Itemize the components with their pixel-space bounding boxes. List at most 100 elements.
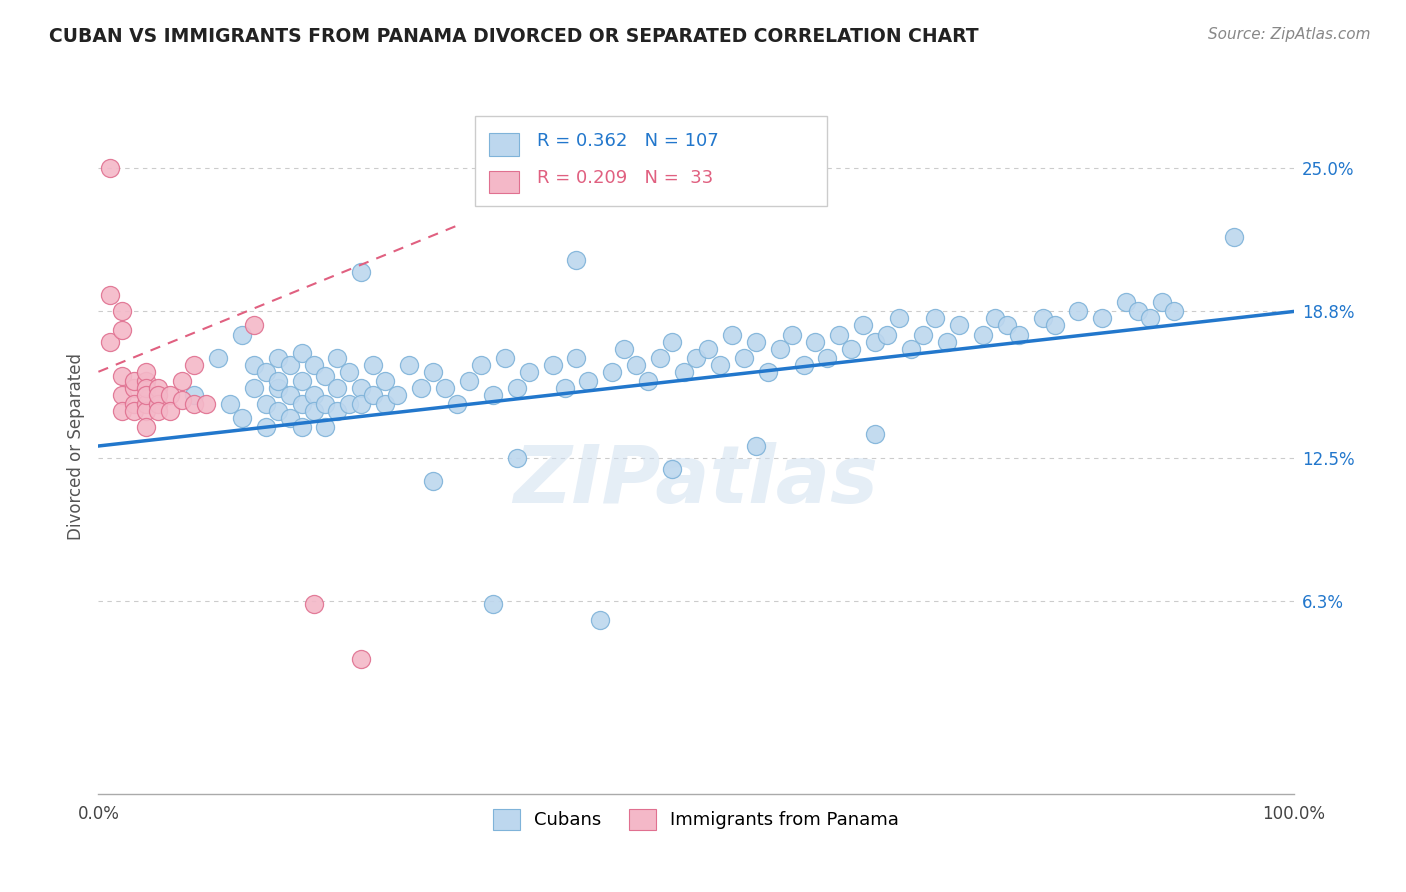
Point xyxy=(889,311,911,326)
Point xyxy=(254,365,277,379)
Point xyxy=(111,388,134,402)
Point xyxy=(589,613,612,627)
Point xyxy=(124,397,146,411)
Point xyxy=(243,381,266,395)
Point xyxy=(745,439,768,453)
Point xyxy=(661,334,683,349)
Point xyxy=(267,381,290,395)
Point xyxy=(219,397,242,411)
Point xyxy=(398,358,420,372)
Point xyxy=(1115,295,1137,310)
Point xyxy=(315,369,337,384)
Point xyxy=(135,397,157,411)
Point xyxy=(350,381,373,395)
Text: Source: ZipAtlas.com: Source: ZipAtlas.com xyxy=(1208,27,1371,42)
Point xyxy=(267,404,290,418)
Point xyxy=(374,374,396,388)
Point xyxy=(936,334,959,349)
Point xyxy=(243,358,266,372)
Point xyxy=(756,365,779,379)
Point xyxy=(124,374,146,388)
Point xyxy=(506,381,529,395)
Point xyxy=(984,311,1007,326)
Point xyxy=(565,351,588,365)
Point xyxy=(111,304,134,318)
Point xyxy=(972,327,994,342)
Point xyxy=(231,327,253,342)
Point xyxy=(135,404,157,418)
Point xyxy=(243,318,266,333)
Point xyxy=(207,351,229,365)
Text: R = 0.209   N =  33: R = 0.209 N = 33 xyxy=(537,169,713,187)
Point xyxy=(231,411,253,425)
Point xyxy=(565,253,588,268)
Point xyxy=(148,388,170,402)
Point xyxy=(111,404,134,418)
Point xyxy=(159,388,181,402)
Point xyxy=(385,388,409,402)
Point xyxy=(350,397,373,411)
Point xyxy=(291,346,314,360)
Point xyxy=(541,358,564,372)
Point xyxy=(661,462,683,476)
Point xyxy=(339,397,361,411)
Point xyxy=(111,369,134,384)
Point xyxy=(1032,311,1054,326)
Point xyxy=(148,397,170,411)
Point xyxy=(183,358,205,372)
Point xyxy=(517,365,540,379)
Point xyxy=(721,327,744,342)
Point xyxy=(1139,311,1161,326)
Point xyxy=(172,374,194,388)
Point xyxy=(254,420,277,434)
Point xyxy=(422,474,444,488)
Point xyxy=(183,397,205,411)
Point xyxy=(481,388,505,402)
Text: R = 0.362   N = 107: R = 0.362 N = 107 xyxy=(537,131,718,150)
Point xyxy=(995,318,1018,333)
Point xyxy=(326,404,349,418)
Point xyxy=(1223,230,1246,244)
Point xyxy=(602,365,624,379)
Point xyxy=(278,411,301,425)
Point xyxy=(267,374,290,388)
Point xyxy=(326,381,349,395)
Point xyxy=(685,351,707,365)
Point xyxy=(159,404,181,418)
Point xyxy=(1152,295,1174,310)
Point xyxy=(135,374,157,388)
Text: ZIPatlas: ZIPatlas xyxy=(513,442,879,520)
Point xyxy=(481,597,505,611)
Point xyxy=(673,365,696,379)
Point xyxy=(363,388,385,402)
Point xyxy=(98,161,122,175)
Point xyxy=(267,351,290,365)
Point xyxy=(315,397,337,411)
Point xyxy=(745,334,768,349)
Point xyxy=(494,351,516,365)
Point xyxy=(804,334,827,349)
Point xyxy=(326,351,349,365)
Point xyxy=(135,420,157,434)
Point xyxy=(278,358,301,372)
Point xyxy=(948,318,970,333)
Point xyxy=(363,358,385,372)
Point xyxy=(1043,318,1066,333)
Point xyxy=(374,397,396,411)
Y-axis label: Divorced or Separated: Divorced or Separated xyxy=(66,352,84,540)
Point xyxy=(291,374,314,388)
Point xyxy=(446,397,468,411)
Point xyxy=(458,374,481,388)
Point xyxy=(637,374,659,388)
Point xyxy=(578,374,600,388)
Point xyxy=(302,358,325,372)
Point xyxy=(626,358,648,372)
Point xyxy=(554,381,576,395)
FancyBboxPatch shape xyxy=(489,171,519,194)
Point xyxy=(98,288,122,302)
Point xyxy=(411,381,433,395)
Point xyxy=(302,597,325,611)
Point xyxy=(865,427,887,442)
Point xyxy=(1128,304,1150,318)
Point xyxy=(852,318,875,333)
